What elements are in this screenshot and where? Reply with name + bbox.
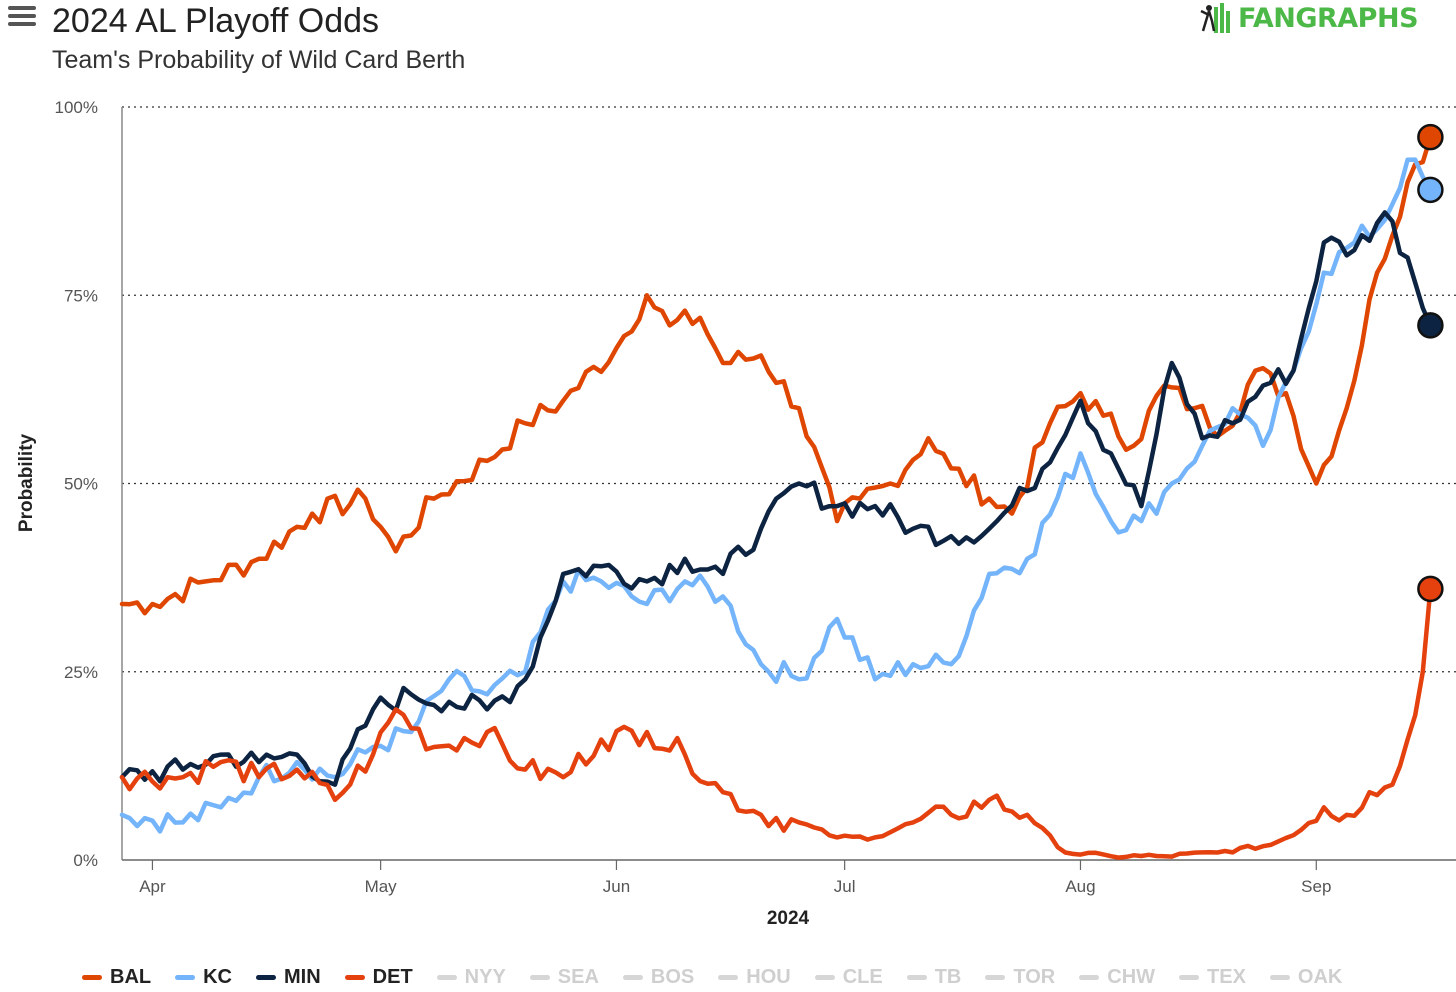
legend-label: MIN (284, 965, 321, 988)
chart-legend: BAL KC MIN DET NYY SEA BOS HOU CLE TB TOR CHW TEX OAK (82, 962, 1366, 992)
logo-text: FANGRAPHS (1238, 2, 1419, 34)
legend-item-min[interactable]: MIN (256, 966, 321, 989)
y-axis-label: Probability (16, 433, 37, 532)
legend-item-bos[interactable]: BOS (622, 965, 695, 989)
legend-item-cle[interactable]: CLE (814, 965, 883, 989)
series-endpoint-bal[interactable] (1417, 123, 1444, 151)
x-tick-label: Apr (139, 877, 166, 896)
legend-swatch (985, 974, 1006, 980)
legend-item-bal[interactable]: BAL (82, 966, 151, 989)
hamburger-menu-icon[interactable] (8, 6, 36, 28)
legend-label: KC (203, 965, 232, 988)
legend-label: SEA (557, 965, 599, 988)
x-tick-label: Sep (1301, 877, 1331, 896)
y-tick-label: 50% (64, 475, 98, 494)
legend-swatch (436, 974, 457, 980)
chart-axes: 0% 25% 50% 75% 100% Apr May Jun Jul Aug Sep (55, 98, 1456, 896)
legend-swatch (622, 974, 643, 980)
legend-label: TOR (1013, 965, 1056, 988)
legend-swatch (718, 974, 739, 980)
x-tick-label: May (365, 877, 398, 896)
legend-swatch (814, 974, 835, 980)
y-tick-label: 25% (64, 663, 98, 682)
x-tick-label: Aug (1065, 877, 1095, 896)
series-line-kc[interactable] (119, 157, 1433, 834)
legend-item-tor[interactable]: TOR (985, 966, 1055, 989)
chart-grid (122, 106, 1456, 673)
legend-swatch (82, 974, 102, 980)
legend-item-chw[interactable]: CHW (1079, 966, 1155, 989)
series-endpoint-kc[interactable] (1417, 176, 1444, 204)
y-tick-label: 75% (64, 286, 98, 305)
legend-item-kc[interactable]: KC (175, 966, 232, 989)
chart-endpoints (1417, 123, 1444, 603)
legend-swatch (529, 974, 550, 980)
legend-label: DET (372, 965, 413, 988)
chart-series (119, 134, 1433, 860)
series-endpoint-min[interactable] (1417, 312, 1444, 339)
series-endpoint-det[interactable] (1417, 575, 1444, 603)
legend-label: CLE (842, 965, 883, 988)
x-tick-label: Jun (603, 877, 630, 896)
series-line-bal[interactable] (119, 134, 1433, 616)
x-tick-label: Jul (834, 877, 856, 896)
chart-title: 2024 AL Playoff Odds (52, 2, 380, 40)
legend-label: BOS (650, 965, 695, 988)
legend-label: TEX (1207, 965, 1246, 988)
legend-item-hou[interactable]: HOU (718, 965, 791, 989)
legend-swatch (1269, 974, 1290, 980)
y-tick-label: 0% (73, 851, 98, 870)
legend-swatch (1179, 974, 1200, 980)
y-tick-label: 100% (55, 98, 98, 117)
legend-item-det[interactable]: DET (344, 965, 413, 989)
series-line-min[interactable] (119, 210, 1433, 787)
legend-item-oak[interactable]: OAK (1269, 965, 1343, 989)
legend-label: HOU (746, 965, 791, 988)
legend-swatch (1079, 974, 1100, 980)
legend-label: TB (934, 965, 962, 988)
series-line-det[interactable] (119, 586, 1433, 860)
x-axis-label: 2024 (767, 908, 810, 929)
fangraphs-logo-icon (1200, 3, 1230, 33)
legend-swatch (256, 974, 276, 980)
legend-item-sea[interactable]: SEA (529, 965, 599, 989)
legend-item-tb[interactable]: TB (906, 965, 962, 989)
legend-item-nyy[interactable]: NYY (436, 965, 506, 989)
legend-label: BAL (110, 965, 152, 988)
legend-swatch (344, 974, 365, 980)
legend-swatch (906, 974, 927, 980)
chart-subtitle: Team's Probability of Wild Card Berth (52, 46, 466, 74)
fangraphs-logo[interactable]: FANGRAPHS (1200, 0, 1419, 36)
legend-label: OAK (1297, 965, 1343, 988)
legend-label: NYY (464, 965, 506, 988)
legend-item-tex[interactable]: TEX (1179, 966, 1246, 989)
legend-label: CHW (1107, 965, 1156, 988)
legend-swatch (175, 974, 196, 980)
